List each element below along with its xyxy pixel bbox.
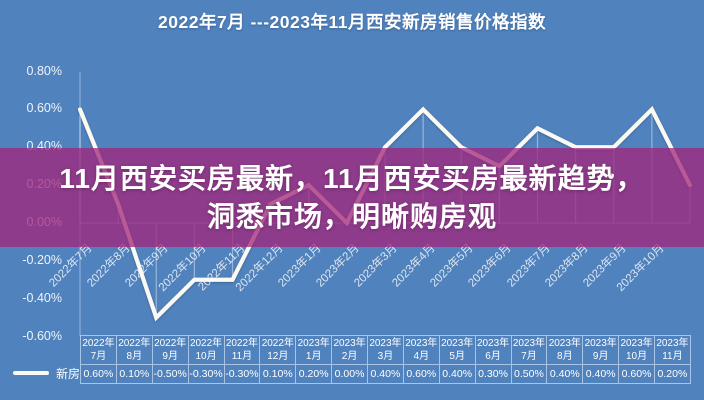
table-value-cell: 0.40% bbox=[582, 365, 618, 383]
line-swatch-icon bbox=[13, 370, 49, 376]
table-month-header: 2023年 6月 bbox=[474, 336, 511, 365]
y-tick-label: -0.20% bbox=[22, 252, 62, 267]
table-value-cell: 0.20% bbox=[295, 365, 331, 383]
data-table: 2022年 7月 2022年 8月 2022年 9月 2022年 10月 2022年 11月 202… bbox=[80, 335, 691, 384]
y-tick-label: -0.40% bbox=[22, 290, 62, 305]
table-value-cell: 0.20% bbox=[654, 365, 690, 383]
table-value-cell: 0.40% bbox=[367, 365, 403, 383]
table-month-header: 2022年 10月 bbox=[187, 336, 224, 365]
table-month-header: 2022年 12月 bbox=[259, 336, 296, 365]
banner-headline-2: 洞悉市场，明晰购房观 bbox=[206, 201, 497, 232]
chart-title: 2022年7月 ---2023年11月西安新房销售价格指数 bbox=[158, 12, 546, 32]
table-month-header: 2022年 9月 bbox=[151, 336, 188, 365]
table-value-cell: 0.60% bbox=[83, 368, 114, 380]
y-tick-label: 0.80% bbox=[26, 63, 62, 78]
table-month-header: 2023年 8月 bbox=[546, 336, 583, 365]
table-value-cell: -0.30% bbox=[223, 365, 260, 383]
price-line-series bbox=[77, 105, 693, 322]
table-month-header: 2023年 7月 bbox=[510, 336, 547, 365]
table-value-cell: 0.10% bbox=[259, 365, 295, 383]
y-tick-label: -0.60% bbox=[22, 328, 62, 343]
table-month-header: 2023年 9月 bbox=[582, 336, 619, 365]
table-header-row: 2022年 7月 2022年 8月 2022年 9月 2022年 10月 2022年 11月 202… bbox=[81, 336, 690, 365]
table-month-header: 2022年 8月 bbox=[115, 336, 152, 365]
table-value-cell: 0.60% bbox=[618, 365, 654, 383]
table-month-header: 2023年 11月 bbox=[654, 336, 690, 365]
table-month-header: 2023年 2月 bbox=[331, 336, 367, 365]
legend-label: 新房 bbox=[56, 366, 81, 381]
banner-headline-1: 11月西安买房最新，11月西安买房最新趋势， bbox=[59, 163, 645, 194]
table-value-row: 0.60% 0.10% -0.50% -0.30% -0.30% 0.10% 0.20% 0.… bbox=[81, 365, 690, 383]
table-month-header: 2023年 1月 bbox=[295, 336, 332, 365]
table-month-header: 2023年 3月 bbox=[367, 336, 403, 365]
table-value-cell: 0.50% bbox=[510, 365, 547, 383]
legend: 新房 bbox=[13, 363, 80, 383]
table-month-header: 2023年 5月 bbox=[438, 336, 475, 365]
table-month-header: 2022年 7月 bbox=[81, 336, 116, 365]
table-value-cell: 0.40% bbox=[546, 365, 582, 383]
table-month-header: 2022年 11月 bbox=[223, 336, 260, 365]
table-value-cell: 0.00% bbox=[331, 365, 367, 383]
table-value-cell: -0.50% bbox=[151, 365, 188, 383]
table-month-header: 2023年 10月 bbox=[618, 336, 654, 365]
table-value-cell: 0.40% bbox=[438, 365, 475, 383]
table-month-header: 2023年 4月 bbox=[402, 336, 439, 365]
table-value-cell: 0.30% bbox=[474, 365, 511, 383]
table-value-cell: -0.30% bbox=[187, 365, 224, 383]
table-value-cell: 0.10% bbox=[115, 365, 152, 383]
y-tick-label: 0.60% bbox=[26, 101, 62, 116]
table-value-cell: 0.60% bbox=[402, 365, 439, 383]
headline-banner: 11月西安买房最新，11月西安买房最新趋势， 洞悉市场，明晰购房观 bbox=[0, 148, 704, 247]
